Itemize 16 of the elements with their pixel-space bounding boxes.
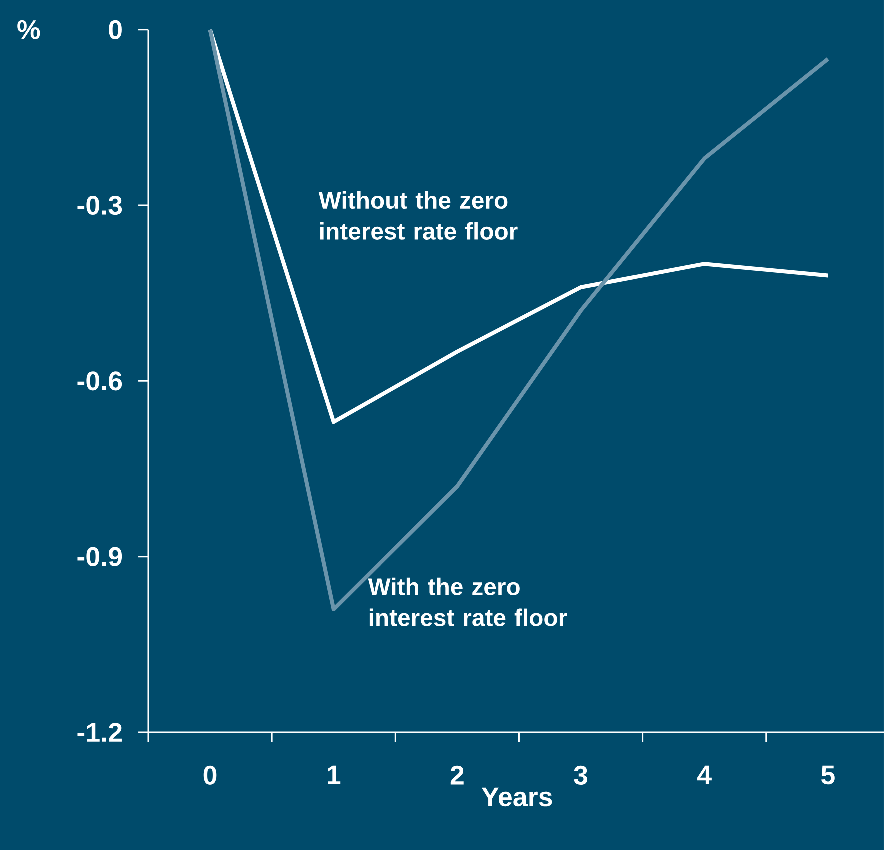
x-tick-label: 3	[574, 766, 588, 785]
y-tick-label: 0	[109, 20, 122, 40]
x-tick-label: 2	[450, 766, 464, 785]
series-label: With the zero interest rate floor	[368, 578, 568, 626]
y-tick-label: -0.3	[78, 196, 122, 216]
x-axis-title: Years	[482, 788, 552, 807]
x-tick-label: 5	[822, 766, 835, 785]
x-tick-label: 4	[698, 766, 712, 784]
x-tick-label: 0	[204, 766, 217, 785]
x-tick-label: 1	[328, 766, 341, 784]
y-tick-label: -1.2	[78, 723, 122, 742]
y-tick-label: -0.9	[78, 547, 122, 566]
line-series	[208, 28, 830, 424]
y-tick-label: -0.6	[78, 372, 122, 391]
series-label: Without the zero interest rate floor	[318, 191, 518, 240]
y-axis-title: %	[18, 20, 40, 40]
